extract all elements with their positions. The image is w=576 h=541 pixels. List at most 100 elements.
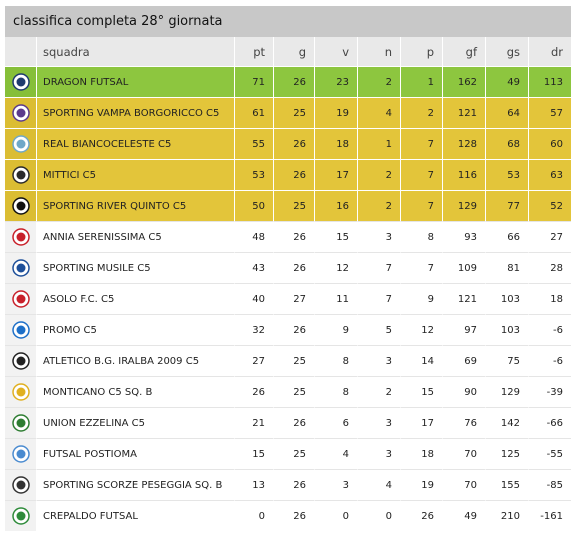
stat-n: 1 [357, 128, 400, 159]
team-logo-cell [5, 97, 36, 128]
stat-dr: -39 [528, 376, 571, 407]
team-crest-icon [11, 290, 30, 308]
stat-g: 25 [273, 190, 314, 221]
stat-p: 17 [400, 407, 442, 438]
stat-n: 4 [357, 469, 400, 500]
team-name[interactable]: Promo C5 [36, 314, 234, 345]
table-row: Sporting Scorze Peseggia Sq. B 13 26 3 4 19 70… [5, 469, 571, 500]
header-n[interactable]: n [357, 37, 400, 66]
stat-v: 9 [314, 314, 357, 345]
team-name[interactable]: Futsal Postioma [36, 438, 234, 469]
stat-p: 7 [400, 159, 442, 190]
stat-pt: 13 [234, 469, 273, 500]
stat-pt: 15 [234, 438, 273, 469]
stat-pt: 48 [234, 221, 273, 252]
table-row: Promo C5 32 26 9 5 12 97 103 -6 [5, 314, 571, 345]
stat-g: 26 [273, 500, 314, 531]
stat-gf: 121 [442, 283, 485, 314]
team-name[interactable]: Real Biancoceleste C5 [36, 128, 234, 159]
team-logo-cell [5, 128, 36, 159]
team-logo-cell [5, 283, 36, 314]
header-g[interactable]: g [273, 37, 314, 66]
stat-n: 7 [357, 252, 400, 283]
stat-dr: 18 [528, 283, 571, 314]
team-name[interactable]: Atletico B.G. Iralba 2009 C5 [36, 345, 234, 376]
header-team[interactable]: squadra [36, 37, 234, 66]
team-logo-cell [5, 438, 36, 469]
team-logo-cell [5, 376, 36, 407]
stat-g: 25 [273, 376, 314, 407]
team-name[interactable]: Annia Serenissima C5 [36, 221, 234, 252]
team-name[interactable]: Mittici C5 [36, 159, 234, 190]
stat-gf: 70 [442, 438, 485, 469]
stat-gs: 210 [485, 500, 528, 531]
stat-gf: 69 [442, 345, 485, 376]
team-name[interactable]: Sporting Scorze Peseggia Sq. B [36, 469, 234, 500]
stat-v: 8 [314, 345, 357, 376]
team-name[interactable]: Sporting Musile C5 [36, 252, 234, 283]
team-logo-cell [5, 314, 36, 345]
stat-dr: -6 [528, 314, 571, 345]
stat-g: 26 [273, 469, 314, 500]
stat-p: 2 [400, 97, 442, 128]
stat-gs: 142 [485, 407, 528, 438]
header-gs[interactable]: gs [485, 37, 528, 66]
team-logo-cell [5, 407, 36, 438]
stat-g: 26 [273, 128, 314, 159]
stat-v: 18 [314, 128, 357, 159]
team-name[interactable]: Asolo F.C. C5 [36, 283, 234, 314]
stat-dr: -6 [528, 345, 571, 376]
table-row: Mittici C5 53 26 17 2 7 116 53 63 [5, 159, 571, 190]
stat-gf: 128 [442, 128, 485, 159]
stat-g: 25 [273, 97, 314, 128]
team-crest-icon [11, 414, 30, 432]
team-name[interactable]: Crepaldo Futsal [36, 500, 234, 531]
stat-g: 25 [273, 345, 314, 376]
stat-n: 2 [357, 66, 400, 97]
header-pt[interactable]: pt [234, 37, 273, 66]
stat-gf: 97 [442, 314, 485, 345]
team-logo-cell [5, 159, 36, 190]
stat-p: 19 [400, 469, 442, 500]
stat-p: 12 [400, 314, 442, 345]
stat-g: 25 [273, 438, 314, 469]
team-name[interactable]: Monticano C5 Sq. B [36, 376, 234, 407]
stat-n: 2 [357, 159, 400, 190]
team-name[interactable]: Union Ezzelina C5 [36, 407, 234, 438]
stat-p: 9 [400, 283, 442, 314]
table-row: Atletico B.G. Iralba 2009 C5 27 25 8 3 14 69 75… [5, 345, 571, 376]
team-logo-cell [5, 190, 36, 221]
stat-v: 0 [314, 500, 357, 531]
stat-p: 15 [400, 376, 442, 407]
stat-g: 26 [273, 252, 314, 283]
table-row: Futsal Postioma 15 25 4 3 18 70 125 -55 [5, 438, 571, 469]
stat-n: 3 [357, 438, 400, 469]
stat-n: 3 [357, 221, 400, 252]
team-crest-icon [11, 321, 30, 339]
stat-dr: 28 [528, 252, 571, 283]
standings-table: squadra pt g v n p gf gs dr Dragon Futsa… [5, 37, 571, 531]
stat-v: 19 [314, 97, 357, 128]
header-dr[interactable]: dr [528, 37, 571, 66]
stat-gs: 155 [485, 469, 528, 500]
stat-dr: -161 [528, 500, 571, 531]
stat-gf: 76 [442, 407, 485, 438]
stat-v: 4 [314, 438, 357, 469]
stat-p: 14 [400, 345, 442, 376]
header-v[interactable]: v [314, 37, 357, 66]
team-name[interactable]: Sporting River Quinto C5 [36, 190, 234, 221]
stat-dr: 27 [528, 221, 571, 252]
team-name[interactable]: Dragon Futsal [36, 66, 234, 97]
stat-dr: -85 [528, 469, 571, 500]
table-row: Asolo F.C. C5 40 27 11 7 9 121 103 18 [5, 283, 571, 314]
header-gf[interactable]: gf [442, 37, 485, 66]
stat-n: 7 [357, 283, 400, 314]
table-row: Sporting Musile C5 43 26 12 7 7 109 81 28 [5, 252, 571, 283]
stat-p: 7 [400, 252, 442, 283]
stat-gs: 64 [485, 97, 528, 128]
stat-dr: 52 [528, 190, 571, 221]
stat-g: 26 [273, 221, 314, 252]
team-name[interactable]: Sporting Vampa Borgoricco C5 [36, 97, 234, 128]
header-p[interactable]: p [400, 37, 442, 66]
stat-v: 6 [314, 407, 357, 438]
